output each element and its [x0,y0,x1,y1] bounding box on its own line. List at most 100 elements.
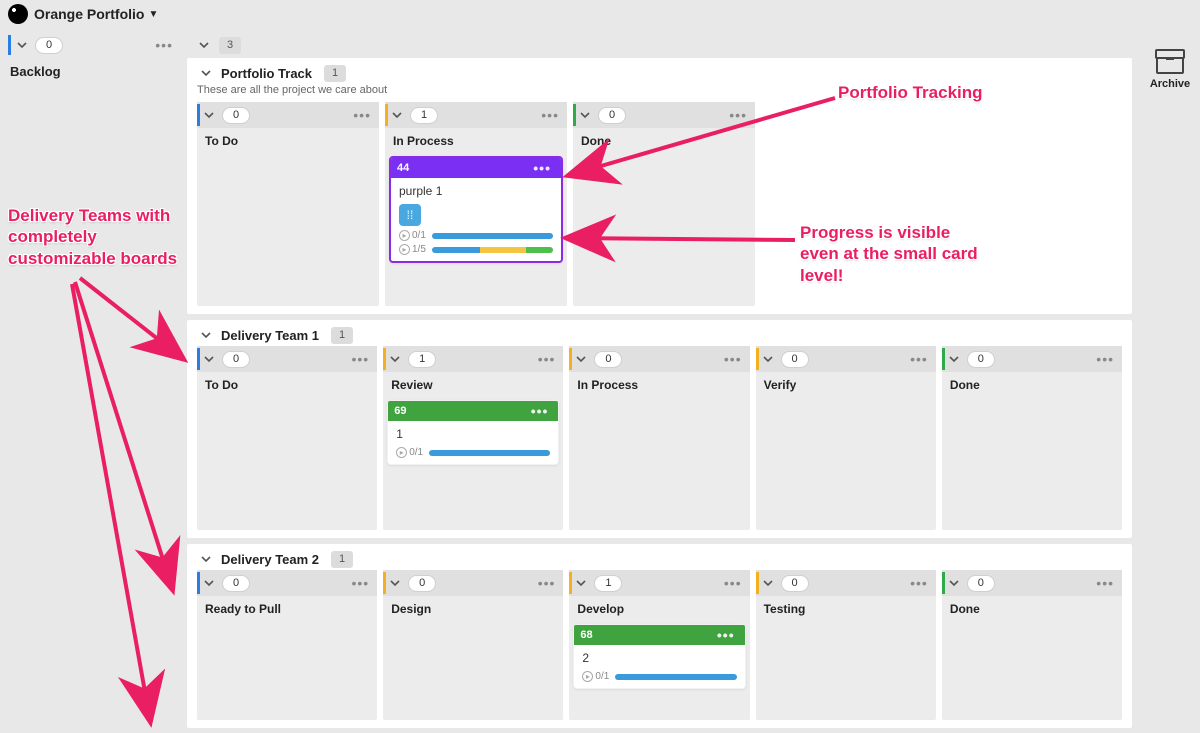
sidebar-header: 0 ••• [0,32,185,58]
column-body[interactable] [756,394,936,530]
workspace-icon[interactable] [8,4,28,24]
column-body[interactable]: 68•••2▸0/1 [569,618,749,720]
column-count: 0 [222,107,250,124]
column: 0 ••• In Process [569,346,749,530]
chevron-down-icon[interactable] [197,64,215,82]
main-header: 3 [187,32,1132,58]
sidebar-count: 0 [35,37,63,54]
sidebar: 0 ••• Backlog [0,28,185,733]
lane-header: Delivery Team 21 [197,550,1122,568]
chevron-down-icon[interactable] [572,574,590,592]
column-body[interactable]: 44•••purple 1⁞⁞▸0/1▸1/5 [385,150,567,306]
more-icon[interactable]: ••• [720,575,746,591]
more-icon[interactable]: ••• [347,575,373,591]
chevron-down-icon[interactable] [200,574,218,592]
more-icon[interactable]: ••• [349,107,375,123]
lane-header: Delivery Team 11 [197,326,1122,344]
more-icon[interactable]: ••• [1092,351,1118,367]
column-body[interactable] [573,150,755,306]
lane-title[interactable]: Delivery Team 1 [221,328,319,343]
column-body[interactable] [756,618,936,720]
card-header: 68••• [574,625,744,645]
more-icon[interactable]: ••• [534,575,560,591]
archive-icon[interactable] [1156,52,1184,74]
column-body[interactable] [942,618,1122,720]
chevron-down-icon[interactable] [388,106,406,124]
workspace-name[interactable]: Orange Portfolio [34,6,144,22]
card[interactable]: 44•••purple 1⁞⁞▸0/1▸1/5 [389,156,563,263]
column-header: 0••• [942,346,1122,372]
column-title: Done [573,128,755,150]
lane-count: 1 [324,65,346,82]
column-body[interactable] [197,618,377,720]
column-body[interactable]: 69•••1▸0/1 [383,394,563,530]
column-title: To Do [197,372,377,394]
column-count: 0 [781,351,809,368]
columns: 0•••To Do1•••Review69•••1▸0/10•••In Proc… [197,346,1122,530]
column-header: 1••• [569,570,749,596]
column-count: 0 [781,575,809,592]
card-title: purple 1 [399,184,553,198]
more-icon[interactable]: ••• [713,627,739,643]
column-body[interactable] [942,394,1122,530]
lane-title[interactable]: Delivery Team 2 [221,552,319,567]
more-icon[interactable]: ••• [534,351,560,367]
more-icon[interactable]: ••• [529,160,555,176]
chevron-down-icon[interactable] [945,574,963,592]
chevron-down-icon[interactable] [197,326,215,344]
more-icon[interactable]: ••• [347,351,373,367]
progress-label: ▸0/1 [396,447,423,458]
chevron-down-icon[interactable] [576,106,594,124]
column-body[interactable] [197,394,377,530]
card-type-icon: ⁞⁞ [399,204,421,226]
chevron-down-icon[interactable] [197,550,215,568]
progress-row: ▸0/1 [396,447,550,458]
column-body[interactable] [569,394,749,530]
column-header: 0 ••• [756,346,936,372]
more-icon[interactable]: ••• [527,403,553,419]
caret-down-icon[interactable]: ▼ [148,9,158,20]
column-title: In Process [569,372,749,394]
more-icon[interactable]: ••• [151,37,177,53]
archive-label[interactable]: Archive [1150,78,1190,90]
progress-bar [432,233,553,239]
column-count: 0 [598,107,626,124]
column-count: 0 [594,351,622,368]
chevron-down-icon[interactable] [13,36,31,54]
card[interactable]: 69•••1▸0/1 [387,400,559,465]
chevron-down-icon[interactable] [386,350,404,368]
chevron-down-icon[interactable] [195,36,213,54]
column-title: Review [383,372,563,394]
more-icon[interactable]: ••• [906,575,932,591]
progress-label: ▸0/1 [399,230,426,241]
column: 0•••Done [942,346,1122,530]
column-body[interactable] [383,618,563,720]
more-icon[interactable]: ••• [720,351,746,367]
column-header: 1••• [383,346,563,372]
topbar: Orange Portfolio ▼ [0,0,1200,28]
chevron-down-icon[interactable] [945,350,963,368]
card-header: 69••• [388,401,558,421]
lane-title[interactable]: Portfolio Track [221,66,312,81]
chevron-down-icon[interactable] [386,574,404,592]
column-body[interactable] [197,150,379,306]
chevron-down-icon[interactable] [200,350,218,368]
card-body: 1▸0/1 [388,421,558,464]
chevron-down-icon[interactable] [572,350,590,368]
more-icon[interactable]: ••• [906,351,932,367]
main-count: 3 [219,37,241,54]
column-title: To Do [197,128,379,150]
chevron-down-icon[interactable] [759,574,777,592]
card[interactable]: 68•••2▸0/1 [573,624,745,689]
card-body: 2▸0/1 [574,645,744,688]
swimlane: Delivery Team 210•••Ready to Pull0•••Des… [187,544,1132,728]
sidebar-title[interactable]: Backlog [0,58,185,85]
chevron-down-icon[interactable] [759,350,777,368]
card-title: 2 [582,651,736,665]
more-icon[interactable]: ••• [1092,575,1118,591]
card-id: 44 [397,162,409,174]
more-icon[interactable]: ••• [537,107,563,123]
right-column: Archive [1140,28,1200,733]
more-icon[interactable]: ••• [725,107,751,123]
chevron-down-icon[interactable] [200,106,218,124]
